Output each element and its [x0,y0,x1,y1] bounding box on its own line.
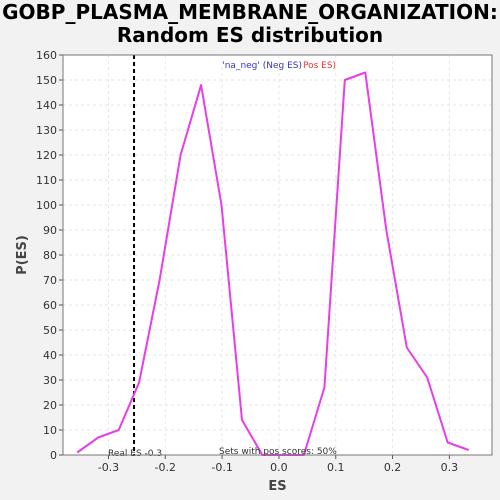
legend-neg-entry: 'na_neg' (Neg ES) [222,61,302,71]
y-tick-label: 160 [36,49,57,62]
y-tick-label: 90 [43,224,57,237]
x-tick-label: -0.3 [98,461,119,474]
y-axis-label: P(ES) [15,235,30,275]
pos-scores-annotation: Sets with pos scores: 50% [219,447,337,457]
y-tick-label: 110 [36,174,57,187]
x-tick-label: -0.1 [211,461,232,474]
x-axis-label: ES [268,479,286,494]
y-tick-label: 150 [36,74,57,87]
y-tick-label: 40 [43,349,57,362]
x-tick-label: -0.2 [155,461,176,474]
y-tick-label: 140 [36,99,57,112]
plot-border [62,54,493,456]
real-es-annotation: Real ES -0.3 [108,449,162,459]
y-tick-label: 0 [50,449,57,462]
legend-pos-entry: Pos ES) [303,61,336,71]
x-tick-label: 0.1 [327,461,345,474]
x-axis-ticks: -0.3 -0.2 -0.1 0.0 0.1 0.2 0.3 [98,455,458,474]
x-tick-label: 0.2 [384,461,402,474]
x-tick-label: 0.0 [270,461,288,474]
y-tick-label: 50 [43,324,57,337]
y-tick-label: 120 [36,149,57,162]
chart-title-line1: GOBP_PLASMA_MEMBRANE_ORGANIZATION: [2,0,498,24]
chart-title-line2: Random ES distribution [116,23,384,47]
y-tick-label: 60 [43,299,57,312]
chart-title: GOBP_PLASMA_MEMBRANE_ORGANIZATION: Rando… [0,1,500,47]
y-tick-label: 30 [43,374,57,387]
y-tick-label: 10 [43,424,57,437]
grid-lines [63,54,492,456]
y-tick-label: 130 [36,124,57,137]
x-tick-label: 0.3 [441,461,459,474]
y-tick-label: 20 [43,399,57,412]
y-axis-ticks: 0 10 20 30 40 50 60 70 80 90 100 110 120 130 140 150 160 [36,49,63,462]
y-tick-label: 70 [43,274,57,287]
y-tick-label: 100 [36,199,57,212]
y-tick-label: 80 [43,249,57,262]
plot-area [63,55,492,455]
